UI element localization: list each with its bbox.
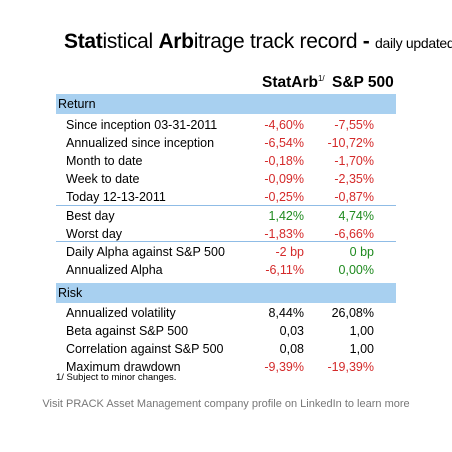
sp500-value: 0,00% <box>338 263 374 277</box>
statarb-value: 1,42% <box>268 209 304 223</box>
table-row: Annualized since inception -6,54% -10,72% <box>56 134 396 152</box>
row-label: Correlation against S&P 500 <box>66 342 224 356</box>
row-label: Daily Alpha against S&P 500 <box>66 245 225 259</box>
table-row: Month to date -0,18% -1,70% <box>56 152 396 170</box>
section-label-risk: Risk <box>58 286 83 300</box>
statarb-footnote-mark: 1/ <box>317 74 325 83</box>
table-row: Daily Alpha against S&P 500 -2 bp 0 bp <box>56 243 396 261</box>
column-header-statarb: StatArb1/ <box>262 74 325 92</box>
table-row: Since inception 03-31-2011 -4,60% -7,55% <box>56 116 396 134</box>
table-row: Annualized Alpha -6,11% 0,00% <box>56 261 396 279</box>
footnote: 1/ Subject to minor changes. <box>56 372 177 383</box>
row-label: Best day <box>66 209 115 223</box>
row-label: Week to date <box>66 172 140 186</box>
sp500-value: -10,72% <box>327 136 374 150</box>
statarb-value: -0,09% <box>264 172 304 186</box>
row-label: Today 12-13-2011 <box>66 190 166 204</box>
title-dash: - <box>357 30 375 53</box>
sp500-value: -7,55% <box>334 118 374 132</box>
statarb-value: 8,44% <box>268 306 304 320</box>
sp500-value: 0 bp <box>349 245 374 259</box>
row-label: Annualized Alpha <box>66 263 163 277</box>
table-row: Worst day -1,83% -6,66% <box>56 225 396 243</box>
row-label: Beta against S&P 500 <box>66 324 189 338</box>
statarb-value: -2 bp <box>275 245 305 259</box>
statarb-value: -6,11% <box>265 263 304 277</box>
sp500-value: 4,74% <box>338 209 374 223</box>
statarb-value: -6,54% <box>264 136 304 150</box>
row-label: Worst day <box>66 227 123 241</box>
title-bold-2: Arb <box>158 30 194 53</box>
page-title: Statistical Arbitrage track record - dai… <box>64 30 452 54</box>
table-row: Today 12-13-2011 -0,25% -0,87% <box>56 188 396 206</box>
title-bold-1: Stat <box>64 30 103 53</box>
table-row: Week to date -0,09% -2,35% <box>56 170 396 188</box>
statarb-value: -0,25% <box>264 190 304 204</box>
statarb-value: -0,18% <box>264 154 304 168</box>
group-separator <box>56 205 396 206</box>
statarb-value: -4,60% <box>264 118 304 132</box>
statarb-value: 0,08 <box>279 342 304 356</box>
row-label: Maximum drawdown <box>66 360 181 374</box>
table-row: Correlation against S&P 500 0,08 1,00 <box>56 340 396 358</box>
table-row: Best day 1,42% 4,74% <box>56 207 396 225</box>
row-label: Since inception 03-31-2011 <box>66 118 218 132</box>
statarb-value: -1,83% <box>264 227 304 241</box>
section-band-risk: Risk <box>56 283 396 303</box>
table-row: Beta against S&P 500 0,03 1,00 <box>56 322 396 340</box>
table-row: Annualized volatility 8,44% 26,08% <box>56 304 396 322</box>
sp500-value: -6,66% <box>334 227 374 241</box>
sp500-value: 1,00 <box>349 342 374 356</box>
title-suffix: daily updated <box>375 35 452 51</box>
section-band-return: Return <box>56 94 396 114</box>
row-label: Annualized volatility <box>66 306 176 320</box>
row-label: Annualized since inception <box>66 136 215 150</box>
sp500-value: -1,70% <box>334 154 374 168</box>
row-label: Month to date <box>66 154 143 168</box>
statarb-label: StatArb <box>262 74 318 91</box>
column-header-sp500: S&P 500 <box>332 74 394 91</box>
section-label-return: Return <box>58 97 96 111</box>
title-rest-2: itrage track record <box>193 30 358 53</box>
sp500-value: -2,35% <box>334 172 374 186</box>
footer-link-text[interactable]: Visit PRACK Asset Management company pro… <box>42 398 410 410</box>
table-row: Maximum drawdown -9,39% -19,39% <box>56 358 396 376</box>
statarb-value: -9,39% <box>264 360 304 374</box>
sp500-value: 26,08% <box>331 306 374 320</box>
sp500-value: -0,87% <box>334 190 374 204</box>
group-separator <box>56 241 396 242</box>
sp500-value: 1,00 <box>349 324 374 338</box>
statarb-value: 0,03 <box>279 324 304 338</box>
title-rest-1: istical <box>102 30 159 53</box>
sp500-value: -19,39% <box>327 360 374 374</box>
